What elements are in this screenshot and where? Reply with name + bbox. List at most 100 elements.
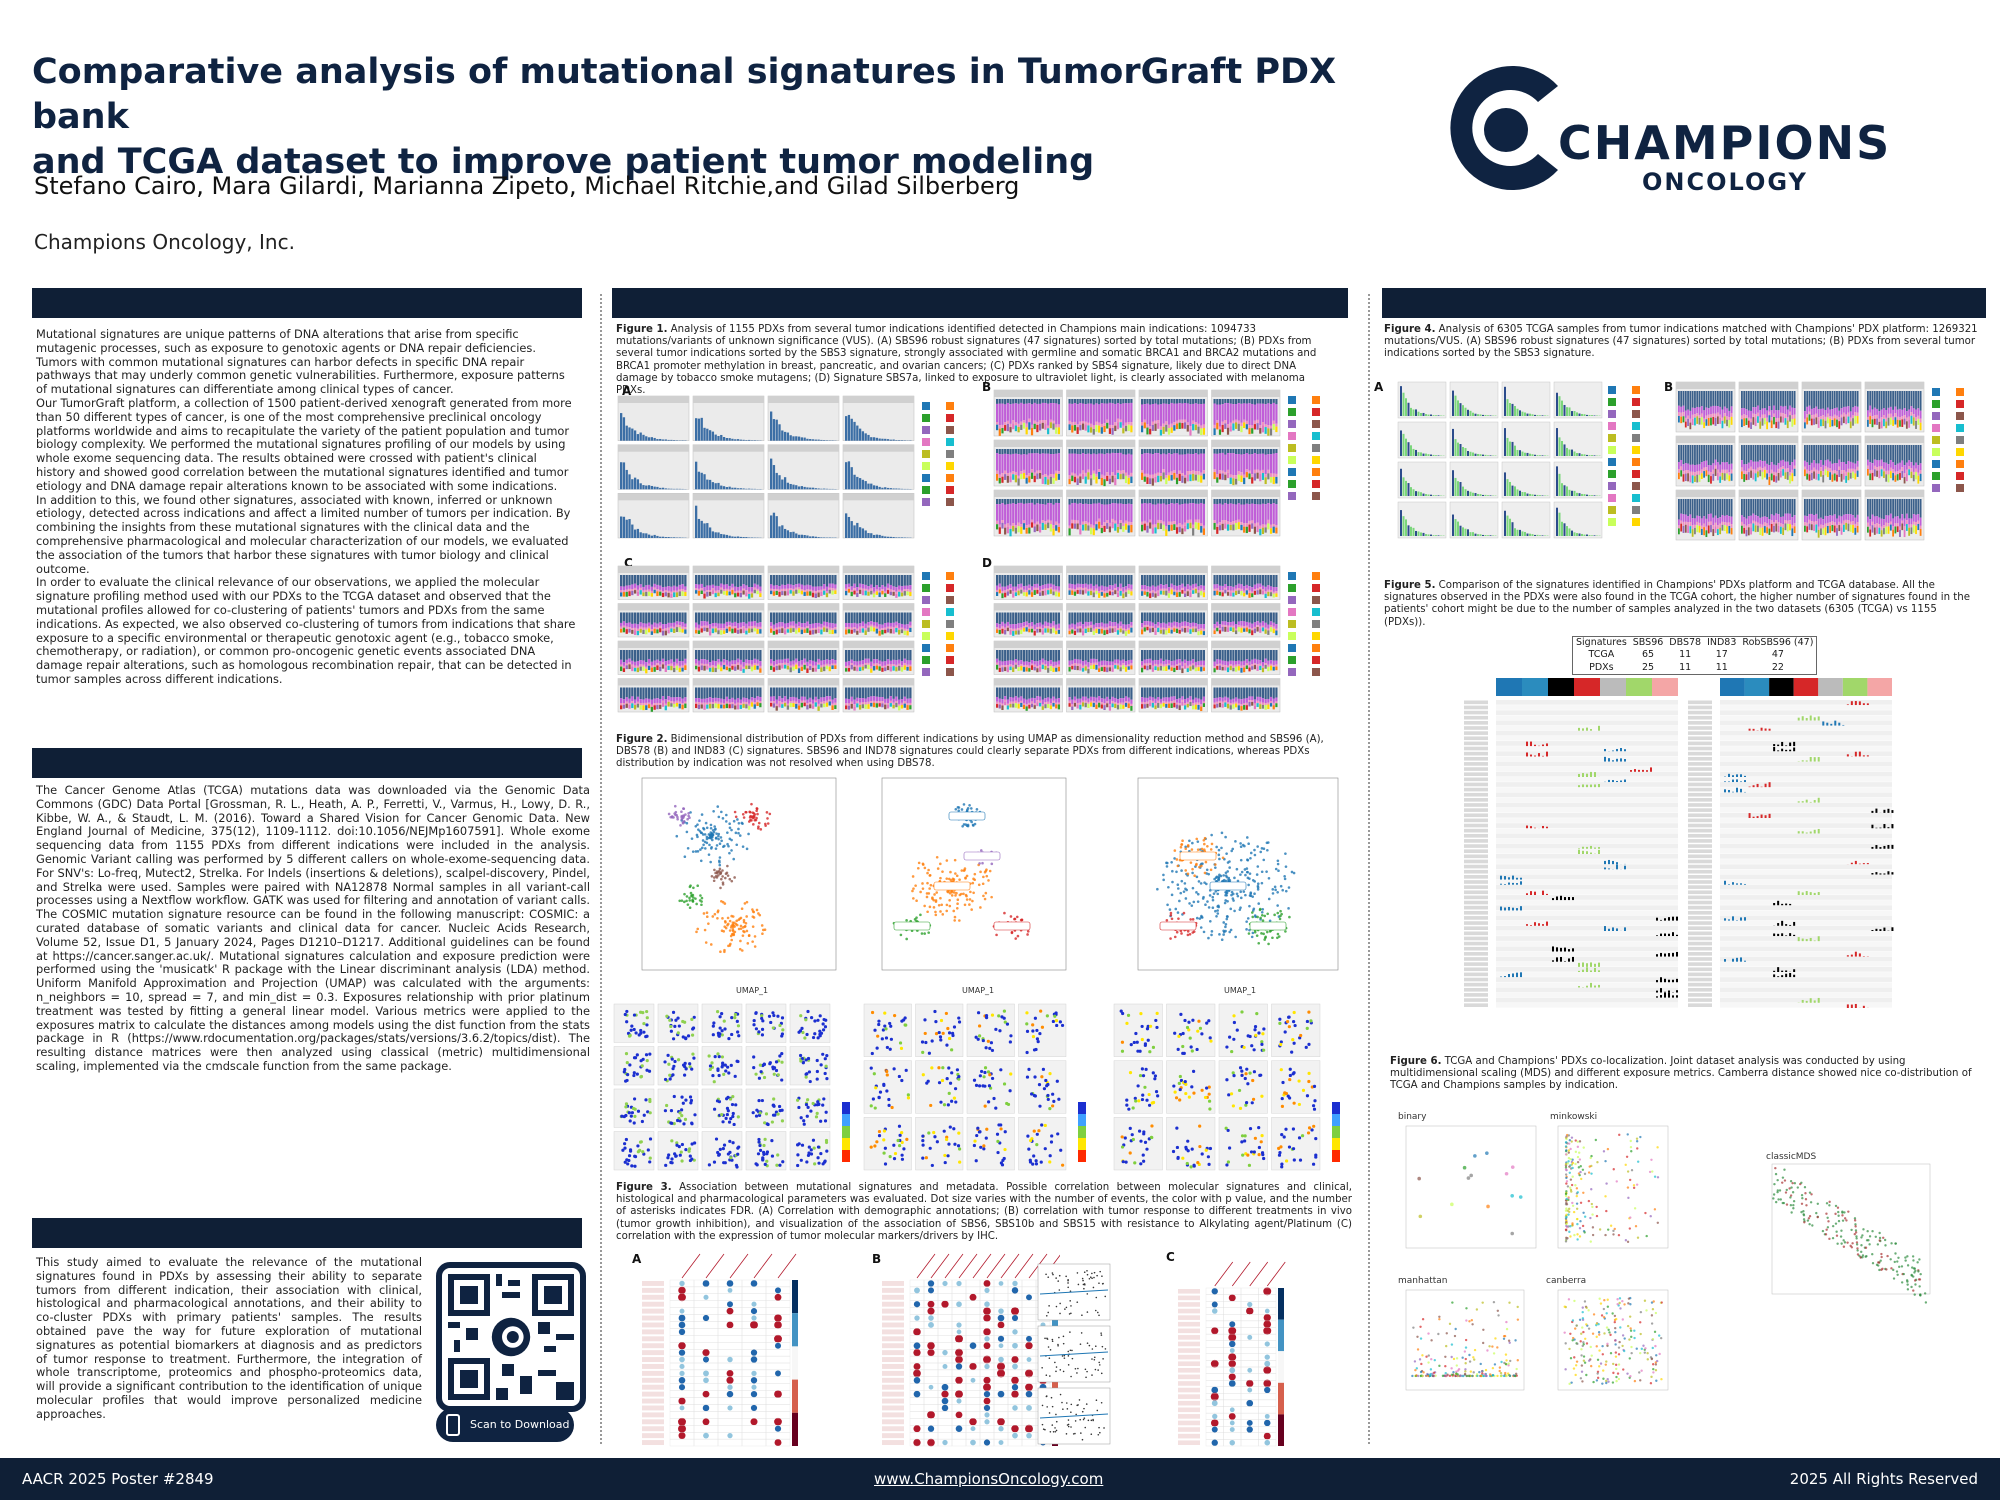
fig3-caption-text: Association between mutational signature…: [616, 1182, 1352, 1242]
scan-label: Scan to Download: [470, 1418, 570, 1431]
fig2-grid-b: [863, 1003, 1086, 1171]
section-bar-conclusion: [32, 1218, 582, 1248]
mds-manhattan-plot: [1405, 1289, 1525, 1391]
table-header: DBS78: [1669, 637, 1702, 648]
footer-rights: 2025 All Rights Reserved: [1789, 1470, 1978, 1488]
fig2-label: Figure 2.: [616, 734, 668, 745]
fig1-panel-a: [617, 395, 954, 539]
fig1-caption: Figure 1. Analysis of 1155 PDXs from sev…: [616, 324, 1336, 397]
table-cell: 11: [1679, 662, 1692, 673]
table-cell: 17: [1715, 649, 1728, 660]
table-header: SBS96: [1632, 637, 1664, 648]
section-bar-results: [612, 288, 1348, 318]
table-cell: 65: [1641, 649, 1655, 660]
fig4-label-a: A: [1374, 380, 1384, 394]
table-cell: 22: [1771, 662, 1784, 673]
fig4-caption: Figure 4. Analysis of 6305 TCGA samples …: [1384, 324, 1978, 361]
fig5-caption-text: Comparison of the signatures identified …: [1384, 580, 1970, 628]
table-row: TCGA 65 11 17 47: [1573, 648, 1817, 661]
champions-logo: CHAMPIONS ONCOLOGY: [1440, 58, 1900, 198]
table-cell: 11: [1715, 662, 1728, 673]
fig3-dotplot-b: [882, 1253, 1060, 1447]
section-bar-intro: [32, 288, 582, 318]
poster-title: Comparative analysis of mutational signa…: [32, 50, 1392, 185]
fig6-caption: Figure 6. TCGA and Champions' PDXs co-lo…: [1390, 1056, 1980, 1093]
column-divider-1: [600, 294, 602, 1444]
fig5-heatmap-pdx: [1688, 678, 1894, 1008]
fig2-umap-c: [1137, 777, 1339, 971]
mds-binary-title: binary: [1398, 1112, 1427, 1122]
fig1-panel-d: [993, 565, 1320, 713]
fig1-panel-c: [617, 565, 954, 713]
fig4-panel-b: [1675, 381, 1964, 541]
title-line-2: and TCGA dataset to improve patient tumo…: [32, 142, 1095, 182]
table-header: IND83: [1707, 637, 1737, 648]
fig3-label-c: C: [1166, 1250, 1175, 1264]
conclusion-text: This study aimed to evaluate the relevan…: [36, 1255, 422, 1421]
table-row: PDXs 25 11 11 22: [1573, 661, 1817, 675]
qr-pattern-icon: [448, 1274, 574, 1400]
fig6-caption-text: TCGA and Champions' PDXs co-localization…: [1390, 1056, 1972, 1092]
fig1-panel-b: [993, 389, 1320, 537]
affiliation: Champions Oncology, Inc.: [34, 230, 295, 254]
fig4-label-b: B: [1664, 380, 1674, 394]
fig1-label-a: A: [622, 384, 632, 398]
table-cell: 25: [1641, 662, 1655, 673]
logo-word-champions: CHAMPIONS: [1558, 116, 1892, 170]
fig3-label: Figure 3.: [616, 1182, 672, 1193]
footer-website-link[interactable]: www.ChampionsOncology.com: [874, 1470, 1104, 1488]
table-header: Signatures: [1576, 637, 1627, 648]
fig6-label: Figure 6.: [1390, 1056, 1442, 1067]
umap-c-xlabel: UMAP_1: [1224, 986, 1257, 995]
fig2-umap-b: [881, 777, 1067, 971]
fig4-label: Figure 4.: [1384, 324, 1436, 335]
mds-canberra-plot: [1557, 1289, 1669, 1391]
mds-classic-title: classicMDS: [1766, 1152, 1817, 1162]
phone-icon: [446, 1414, 460, 1436]
fig4-panel-a: [1397, 381, 1640, 539]
methods-text: The Cancer Genome Atlas (TCGA) mutations…: [36, 783, 590, 1073]
fig3-dotplot-a: [642, 1253, 798, 1447]
table-header: RobSBS96 (47): [1742, 637, 1814, 648]
fig1-label-b: B: [982, 380, 992, 394]
mds-minkowski-title: minkowski: [1550, 1112, 1598, 1122]
fig2-caption: Figure 2. Bidimensional distribution of …: [616, 734, 1336, 771]
mds-minkowski-plot: [1557, 1125, 1669, 1249]
table-cell: PDXs: [1589, 662, 1614, 673]
table-cell: 47: [1771, 649, 1784, 660]
mds-classic-plot: [1771, 1163, 1931, 1304]
fig1-label: Figure 1.: [616, 324, 668, 335]
fig5-label: Figure 5.: [1384, 580, 1436, 591]
fig3-caption: Figure 3. Association between mutational…: [616, 1182, 1352, 1243]
section-bar-methods: [32, 748, 582, 778]
authors: Stefano Cairo, Mara Gilardi, Marianna Zi…: [34, 172, 1020, 200]
mds-binary-plot: [1405, 1125, 1537, 1249]
intro-text: Mutational signatures are unique pattern…: [36, 327, 576, 686]
fig3-label-b: B: [872, 1252, 882, 1266]
fig5-signature-table: Signatures SBS96 DBS78 IND83 RobSBS96 (4…: [1572, 636, 1818, 675]
fig2-grid-c: [1113, 1003, 1340, 1171]
fig3-label-a: A: [632, 1252, 642, 1266]
column-divider-2: [1368, 294, 1370, 1444]
qr-code[interactable]: [436, 1262, 586, 1412]
fig1-label-c: C: [624, 556, 633, 570]
mds-manhattan-title: manhattan: [1398, 1276, 1448, 1286]
fig5-heatmap-tcga: [1464, 678, 1678, 1008]
fig3-scatter-b: [1037, 1263, 1111, 1445]
logo-c-icon: [1450, 66, 1558, 191]
scan-to-download-button[interactable]: Scan to Download: [436, 1408, 574, 1442]
fig2-grid-a: [613, 1003, 850, 1171]
umap-b-xlabel: UMAP_1: [962, 986, 995, 995]
footer-poster-id: AACR 2025 Poster #2849: [22, 1470, 214, 1488]
logo-word-oncology: ONCOLOGY: [1642, 168, 1808, 196]
table-cell: TCGA: [1588, 649, 1615, 660]
table-cell: 11: [1679, 649, 1692, 660]
fig5-caption: Figure 5. Comparison of the signatures i…: [1384, 580, 1978, 629]
section-bar-tcga: [1382, 288, 1986, 318]
fig4-caption-text: Analysis of 6305 TCGA samples from tumor…: [1384, 324, 1978, 360]
mds-canberra-title: canberra: [1546, 1276, 1587, 1286]
fig3-dotplot-c: [1178, 1261, 1286, 1447]
fig2-umap-a: [641, 777, 837, 971]
title-line-1: Comparative analysis of mutational signa…: [32, 52, 1337, 137]
fig1-caption-text: Analysis of 1155 PDXs from several tumor…: [616, 324, 1317, 397]
